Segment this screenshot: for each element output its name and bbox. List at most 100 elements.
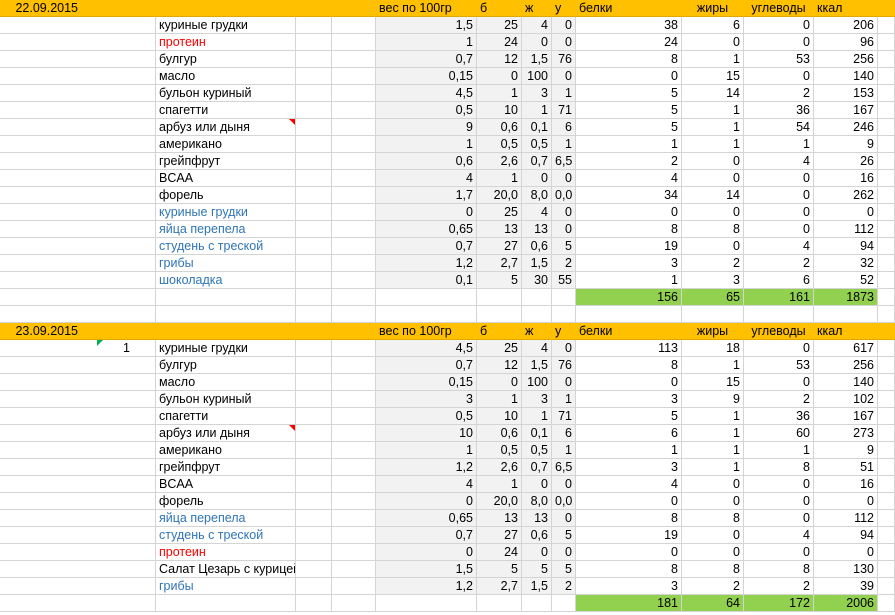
column-header-b[interactable]: б: [477, 323, 522, 340]
value-cell-zh[interactable]: 100: [522, 68, 552, 85]
empty-cell[interactable]: [477, 289, 522, 306]
empty-cell[interactable]: [682, 595, 744, 612]
value-cell-zh[interactable]: 0: [522, 544, 552, 561]
value-cell-p[interactable]: 5: [576, 119, 682, 136]
value-cell-u[interactable]: 0: [552, 17, 576, 34]
row-index-cell[interactable]: [0, 187, 156, 204]
food-name-cell[interactable]: бульон куриный: [156, 85, 296, 102]
cell[interactable]: [878, 493, 895, 510]
value-cell-k[interactable]: 256: [814, 51, 878, 68]
value-cell-c[interactable]: 1: [744, 136, 814, 153]
value-cell-w[interactable]: 1,5: [376, 561, 477, 578]
row-index-cell[interactable]: [0, 170, 156, 187]
value-cell-f[interactable]: 0: [682, 493, 744, 510]
value-cell-b[interactable]: 25: [477, 17, 522, 34]
value-cell-w[interactable]: 4: [376, 476, 477, 493]
cell[interactable]: [296, 85, 332, 102]
cell[interactable]: [332, 357, 376, 374]
value-cell-c[interactable]: 4: [744, 238, 814, 255]
cell[interactable]: [878, 238, 895, 255]
empty-cell[interactable]: [376, 289, 477, 306]
value-cell-u[interactable]: 0: [552, 476, 576, 493]
cell[interactable]: [296, 119, 332, 136]
value-cell-f[interactable]: 0: [682, 170, 744, 187]
column-header-protein[interactable]: белки: [576, 0, 682, 17]
value-cell-c[interactable]: 0: [744, 340, 814, 357]
value-cell-b[interactable]: 2,6: [477, 459, 522, 476]
food-name-cell[interactable]: студень с треской: [156, 238, 296, 255]
value-cell-p[interactable]: 5: [576, 85, 682, 102]
column-header-zh[interactable]: ж: [522, 0, 552, 17]
value-cell-w[interactable]: 0,6: [376, 153, 477, 170]
food-name-cell[interactable]: BCAA: [156, 476, 296, 493]
value-cell-u[interactable]: 2: [552, 255, 576, 272]
row-index-cell[interactable]: [0, 374, 156, 391]
value-cell-w[interactable]: 3: [376, 391, 477, 408]
row-index-cell[interactable]: [0, 102, 156, 119]
cell[interactable]: [332, 425, 376, 442]
value-cell-w[interactable]: 1,5: [376, 17, 477, 34]
value-cell-w[interactable]: 0: [376, 204, 477, 221]
total-cell-p[interactable]: 156: [576, 289, 682, 306]
cell[interactable]: [878, 578, 895, 595]
cell[interactable]: [296, 238, 332, 255]
value-cell-b[interactable]: 27: [477, 527, 522, 544]
value-cell-p[interactable]: 2: [576, 153, 682, 170]
cell[interactable]: [878, 357, 895, 374]
value-cell-f[interactable]: 0: [682, 527, 744, 544]
cell[interactable]: [296, 357, 332, 374]
row-index-cell[interactable]: [0, 578, 156, 595]
cell[interactable]: [878, 221, 895, 238]
value-cell-zh[interactable]: 4: [522, 17, 552, 34]
food-name-cell[interactable]: куриные грудки: [156, 204, 296, 221]
cell[interactable]: [296, 340, 332, 357]
empty-cell[interactable]: [477, 595, 522, 612]
food-name-cell[interactable]: шоколадка: [156, 272, 296, 289]
value-cell-c[interactable]: 8: [744, 459, 814, 476]
value-cell-p[interactable]: 5: [576, 102, 682, 119]
value-cell-p[interactable]: 0: [576, 374, 682, 391]
value-cell-f[interactable]: 1: [682, 136, 744, 153]
value-cell-zh[interactable]: 0,6: [522, 238, 552, 255]
value-cell-u[interactable]: 0: [552, 340, 576, 357]
value-cell-c[interactable]: 60: [744, 425, 814, 442]
empty-cell[interactable]: [878, 306, 895, 323]
food-name-cell[interactable]: BCAA: [156, 170, 296, 187]
empty-cell[interactable]: [878, 595, 895, 612]
cell[interactable]: [878, 391, 895, 408]
column-header-protein[interactable]: белки: [576, 323, 682, 340]
value-cell-u[interactable]: 0: [552, 68, 576, 85]
row-index-cell[interactable]: [0, 68, 156, 85]
value-cell-p[interactable]: 3: [576, 459, 682, 476]
value-cell-u[interactable]: 1: [552, 391, 576, 408]
value-cell-w[interactable]: 1,7: [376, 187, 477, 204]
value-cell-u[interactable]: 1: [552, 442, 576, 459]
row-index-cell[interactable]: [0, 255, 156, 272]
empty-cell[interactable]: [814, 595, 878, 612]
value-cell-k[interactable]: 246: [814, 119, 878, 136]
food-name-cell[interactable]: грибы: [156, 255, 296, 272]
cell[interactable]: [296, 68, 332, 85]
value-cell-p[interactable]: 8: [576, 357, 682, 374]
value-cell-p[interactable]: 0: [576, 544, 682, 561]
value-cell-b[interactable]: 1: [477, 170, 522, 187]
food-name-cell[interactable]: форель: [156, 493, 296, 510]
cell[interactable]: [296, 425, 332, 442]
row-index-cell[interactable]: [0, 561, 156, 578]
row-index-cell[interactable]: [0, 459, 156, 476]
food-name-cell[interactable]: булгур: [156, 51, 296, 68]
value-cell-b[interactable]: 0,5: [477, 136, 522, 153]
value-cell-u[interactable]: 2: [552, 578, 576, 595]
food-name-cell[interactable]: протеин: [156, 34, 296, 51]
value-cell-w[interactable]: 0: [376, 544, 477, 561]
column-header-b[interactable]: б: [477, 0, 522, 17]
empty-cell[interactable]: [332, 595, 376, 612]
value-cell-zh[interactable]: 4: [522, 340, 552, 357]
value-cell-b[interactable]: 0,5: [477, 442, 522, 459]
value-cell-k[interactable]: 96: [814, 34, 878, 51]
value-cell-p[interactable]: 19: [576, 527, 682, 544]
cell[interactable]: [332, 493, 376, 510]
value-cell-c[interactable]: 0: [744, 34, 814, 51]
value-cell-u[interactable]: 1: [552, 85, 576, 102]
value-cell-w[interactable]: 0,15: [376, 374, 477, 391]
